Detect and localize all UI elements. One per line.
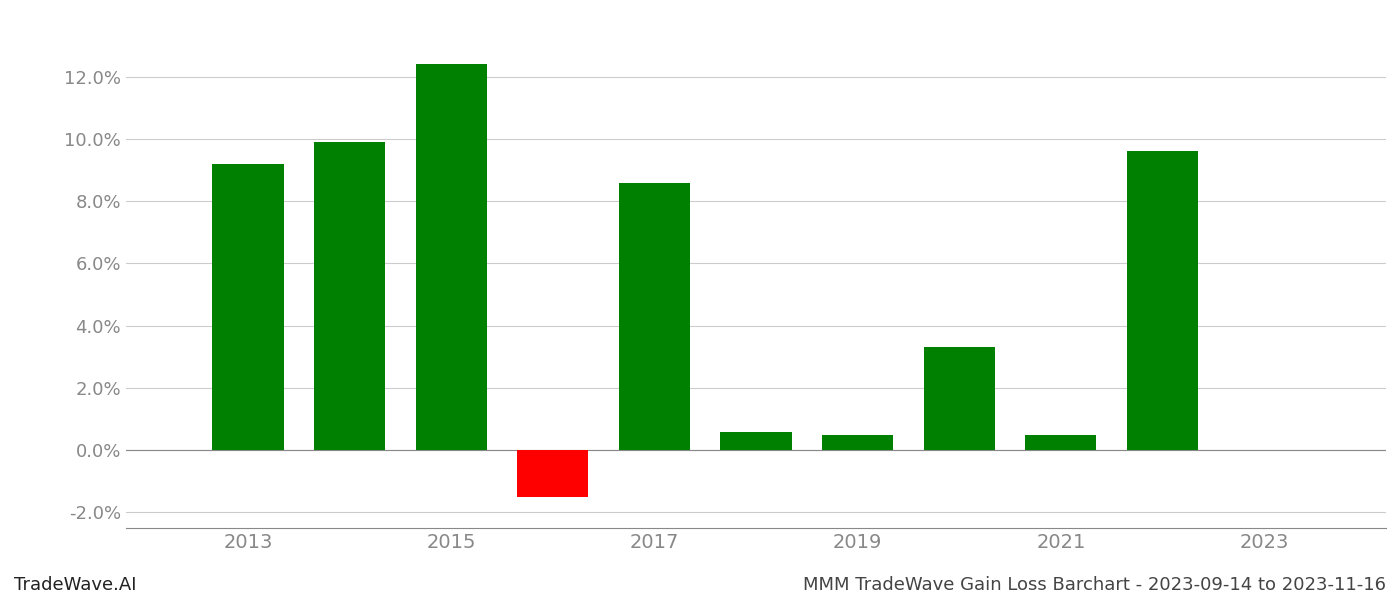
Bar — [416, 64, 487, 450]
Bar — [721, 431, 791, 450]
Bar — [924, 347, 995, 450]
Bar — [1025, 434, 1096, 450]
Text: MMM TradeWave Gain Loss Barchart - 2023-09-14 to 2023-11-16: MMM TradeWave Gain Loss Barchart - 2023-… — [804, 576, 1386, 594]
Bar — [517, 450, 588, 497]
Bar — [213, 164, 284, 450]
Text: TradeWave.AI: TradeWave.AI — [14, 576, 137, 594]
Bar — [1127, 151, 1198, 450]
Bar — [314, 142, 385, 450]
Bar — [822, 434, 893, 450]
Bar — [619, 182, 690, 450]
